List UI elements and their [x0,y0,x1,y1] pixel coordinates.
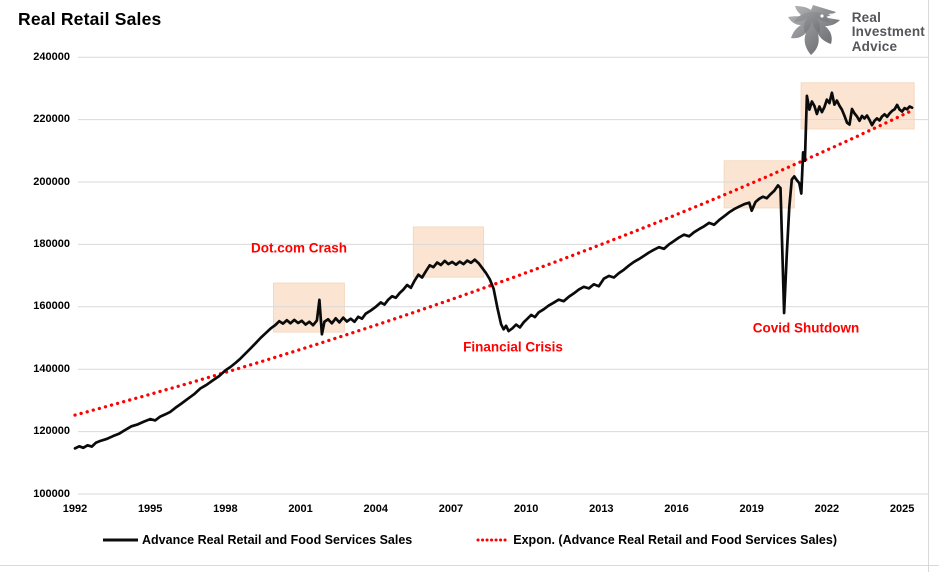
x-tick-label: 1995 [137,503,163,515]
financial-crisis-box [412,226,485,278]
retail-sales-series [73,91,914,450]
logo-word-investment: Investment [851,24,925,40]
trend-line-series [73,108,914,417]
legend-item-series: Advance Real Retail and Food Services Sa… [102,533,412,547]
logo-word-real: Real [851,9,882,25]
x-tick-label: 1998 [213,503,238,515]
ria-logo: Real Investment Advice [784,4,925,61]
legend-item-trend: Expon. (Advance Real Retail and Food Ser… [476,533,837,547]
legend-series-label: Advance Real Retail and Food Services Sa… [142,533,413,547]
legend-trend-label: Expon. (Advance Real Retail and Food Ser… [513,533,837,547]
annotation-financial-crisis: Financial Crisis [463,339,563,355]
pre-covid-box [723,160,795,209]
chart-legend: Advance Real Retail and Food Services Sa… [0,533,939,547]
chart-frame-bottom-border [0,565,939,566]
dotted-line-swatch-icon [476,538,511,542]
y-tick-label: 200000 [33,175,70,188]
ria-logo-eagle-icon [784,4,846,61]
y-tick-label: 180000 [33,237,70,250]
annotation-covid-shutdown: Covid Shutdown [752,320,860,336]
x-tick-label: 2001 [288,503,313,515]
x-tick-label: 2007 [438,503,464,515]
y-tick-label: 240000 [33,50,70,63]
x-tick-label: 2025 [889,503,915,515]
x-tick-label: 2019 [739,503,764,515]
chart-frame-right-border [928,0,929,572]
y-tick-label: 120000 [33,425,70,438]
x-tick-label: 2022 [814,503,840,515]
y-tick-label: 220000 [33,113,70,126]
x-tick-label: 2004 [363,503,388,515]
y-tick-label: 100000 [33,487,70,500]
x-tick-label: 2010 [513,503,539,515]
dotcom-crash-box [273,282,345,333]
page-title: Real Retail Sales [18,9,162,29]
solid-line-swatch-icon [103,538,138,542]
x-tick-label: 2016 [664,503,689,515]
y-tick-label: 160000 [33,300,70,313]
x-tick-label: 2013 [589,503,614,515]
x-tick-label: 1992 [62,503,88,515]
logo-word-advice: Advice [851,38,898,54]
annotation-dotcom-crash: Dot.com Crash [250,240,348,256]
y-tick-label: 140000 [33,362,70,375]
